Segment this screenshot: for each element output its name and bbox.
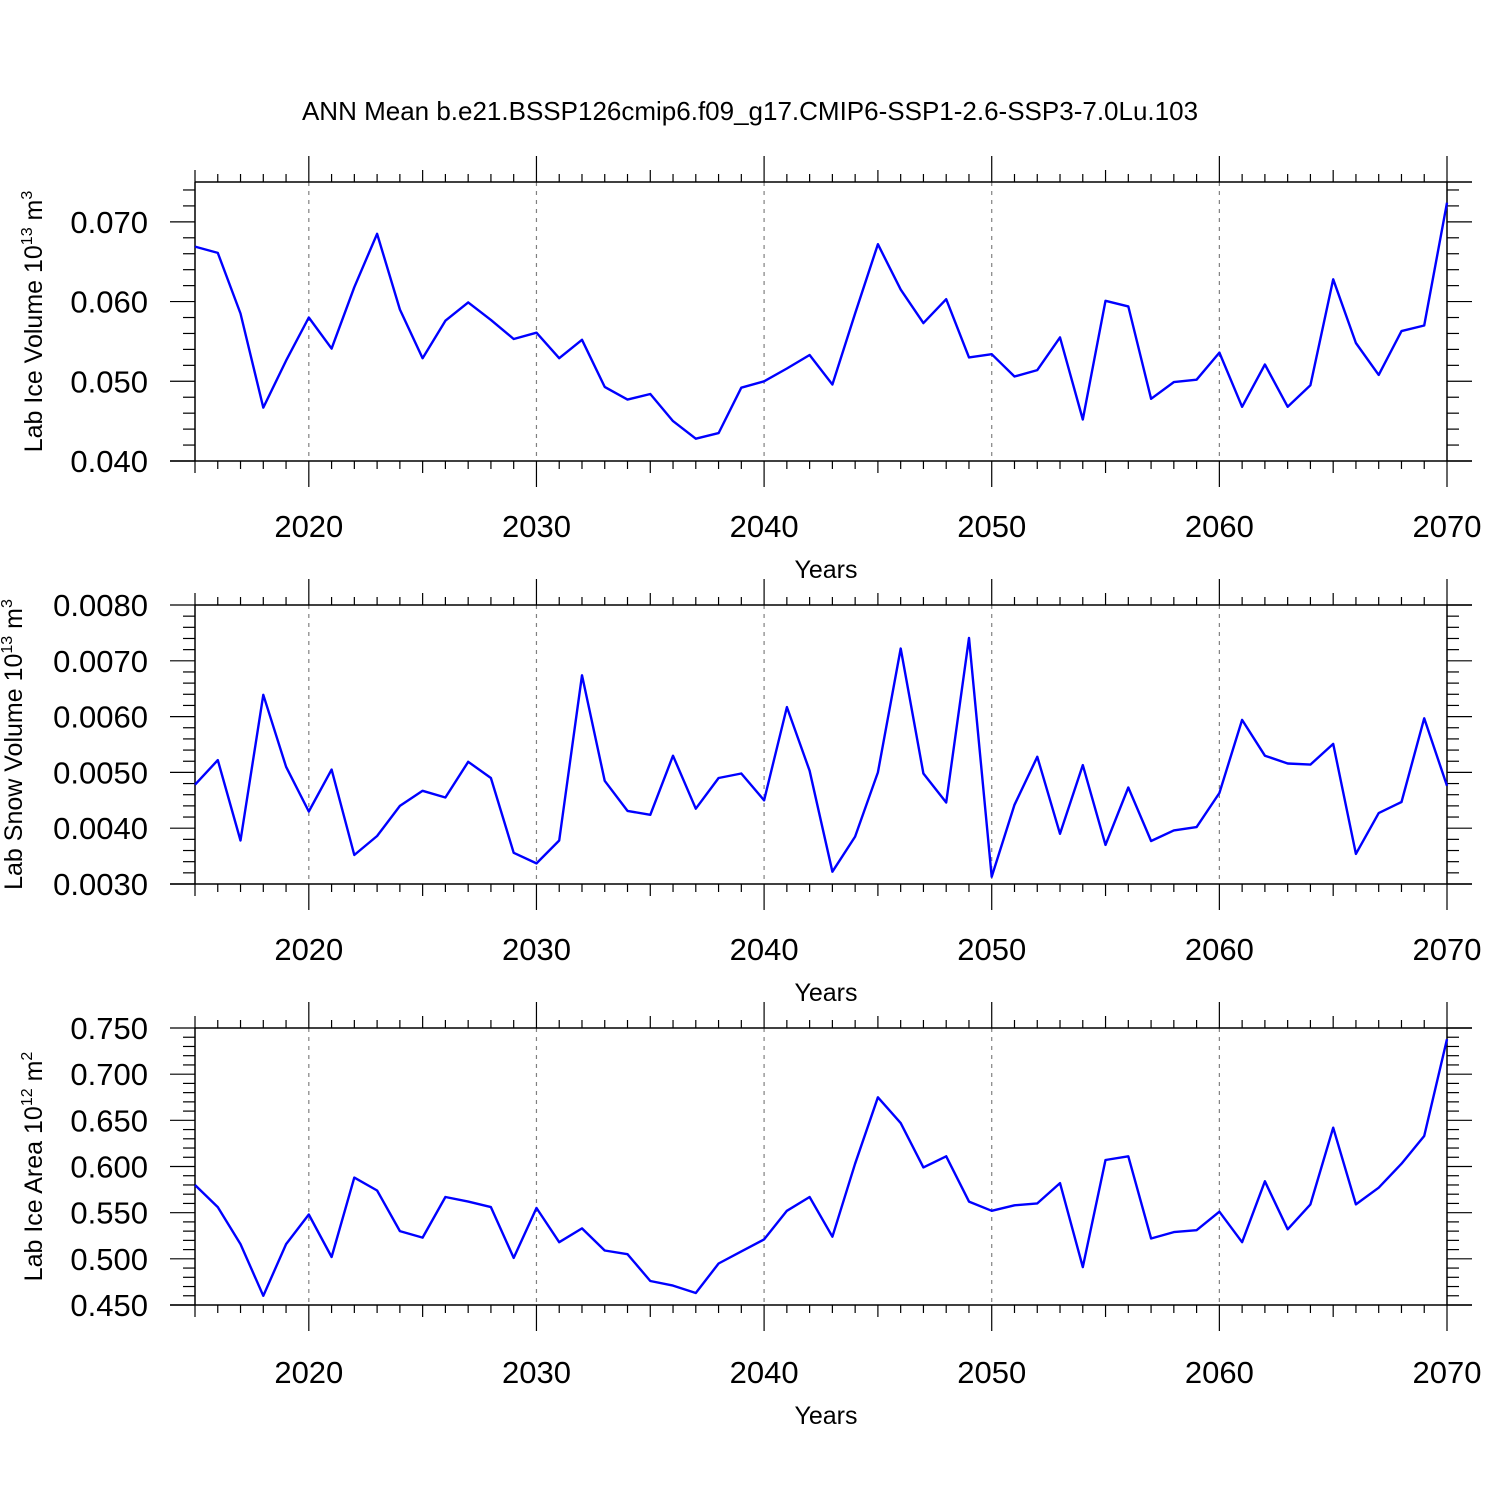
x-tick-label: 2030 [502,1355,571,1390]
y-axis-title: Lab Snow Volume 1013 m3 [0,599,28,890]
y-tick-label: 0.040 [70,444,148,479]
y-axis-title-main: Lab Snow Volume 10 [0,654,28,890]
y-tick-label: 0.450 [70,1288,148,1323]
x-tick-label: 2020 [274,509,343,544]
x-tick-label: 2060 [1185,509,1254,544]
y-axis-title-unit: m [0,608,28,636]
y-tick-label: 0.700 [70,1057,148,1092]
y-axis-title-main: Lab Ice Area 10 [20,1106,48,1281]
y-tick-label: 0.0030 [53,867,148,902]
y-tick-label: 0.0050 [53,755,148,790]
series-line [194,636,1449,878]
y-tick-label: 0.650 [70,1103,148,1138]
y-tick-label: 0.600 [70,1150,148,1185]
x-tick-label: 2070 [1413,932,1482,967]
y-tick-label: 0.0040 [53,811,148,846]
x-tick-label: 2060 [1185,1355,1254,1390]
panel-snow-volume: 2020 2030 2040 2050 2060 2070 Years 0.0030 0.004… [0,579,1481,1007]
y-axis-title: Lab Ice Volume 1013 m3 [19,191,48,453]
y-tick-label: 0.0060 [53,700,148,735]
x-axis-title: Years [794,1402,857,1430]
y-axis-title: Lab Ice Area 1012 m2 [19,1052,48,1282]
x-tick-label: 2050 [957,509,1026,544]
x-axis-title: Years [794,979,857,1007]
y-tick-label: 0.070 [70,205,148,240]
y-tick-label: 0.0070 [53,644,148,679]
x-tick-label: 2070 [1413,509,1482,544]
x-tick-label: 2020 [274,1355,343,1390]
y-tick-label: 0.0080 [53,588,148,623]
y-axis-title-exponent: 12 [19,1088,36,1106]
x-tick-label: 2040 [730,932,799,967]
panel-ice-volume: 2020 2030 2040 2050 2060 2070 Years 0.040 0.050 0… [19,156,1481,584]
panel-ice-area: 2020 2030 2040 2050 2060 2070 Years 0.450 0.500 0… [19,1002,1481,1430]
y-tick-label: 0.060 [70,285,148,320]
x-tick-label: 2060 [1185,932,1254,967]
y-axis-title-unit: m [20,200,48,228]
y-tick-label: 0.050 [70,364,148,399]
y-tick-label: 0.500 [70,1242,148,1277]
x-tick-label: 2030 [502,932,571,967]
x-axis-title: Years [794,556,857,584]
y-axis-title-exponent: 13 [19,227,36,245]
x-tick-label: 2020 [274,932,343,967]
y-axis-title-unit-exponent: 3 [19,191,36,200]
y-tick-label: 0.550 [70,1196,148,1231]
series-line [194,1038,1449,1298]
x-tick-label: 2050 [957,1355,1026,1390]
x-tick-label: 2050 [957,932,1026,967]
chart-title: ANN Mean b.e21.BSSP126cmip6.f09_g17.CMIP… [302,96,1198,126]
y-tick-label: 0.750 [70,1011,148,1046]
y-axis-title-unit-exponent: 2 [19,1052,36,1061]
series-line [194,202,1449,440]
x-tick-label: 2030 [502,509,571,544]
x-tick-label: 2040 [730,1355,799,1390]
y-axis-title-unit-exponent: 3 [0,599,16,608]
x-tick-label: 2070 [1413,1355,1482,1390]
y-axis-title-unit: m [20,1061,48,1089]
y-axis-title-main: Lab Ice Volume 10 [20,245,48,452]
x-tick-label: 2040 [730,509,799,544]
y-axis-title-exponent: 13 [0,636,16,654]
